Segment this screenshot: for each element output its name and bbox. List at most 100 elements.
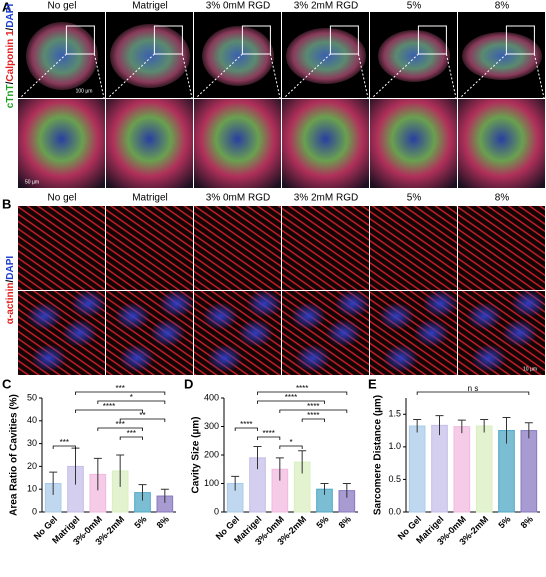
zoom-image: [282, 99, 369, 188]
error-bar: [160, 488, 169, 503]
zoom-box: [241, 25, 271, 55]
significance-label: ***: [127, 429, 136, 438]
x-tick-label: 5%: [496, 514, 512, 530]
tissue: [110, 24, 190, 88]
significance-label: *: [130, 393, 133, 402]
nucleus: [422, 289, 459, 318]
row-label-part: α-actinin: [5, 282, 16, 324]
significance-label: ***: [115, 384, 124, 393]
bar: [520, 430, 538, 513]
nucleus: [237, 319, 274, 347]
significance-bracket: [257, 400, 325, 404]
significance-bracket: [119, 436, 143, 440]
error-bar: [231, 475, 240, 491]
column-header: 3% 0mM RGD: [206, 193, 270, 204]
panel-label: A: [2, 0, 12, 14]
error-bar: [253, 445, 262, 470]
actinin-image: [194, 206, 281, 290]
significance-bracket: [97, 427, 143, 431]
significance-label: ****: [103, 402, 115, 411]
significance-label: ***: [60, 438, 69, 447]
actinin-image: [370, 206, 457, 290]
tissue: [462, 32, 542, 80]
row-label-part: /: [5, 81, 16, 84]
nucleus: [334, 289, 371, 318]
zoom-box: [153, 25, 183, 55]
y-tick-label: 50: [27, 392, 37, 402]
significance-bracket: [416, 391, 530, 395]
nucleus: [30, 344, 67, 373]
error-bar: [342, 483, 351, 498]
zoom-line: [283, 53, 331, 99]
panel-label: B: [2, 196, 11, 211]
x-tick-label: 8%: [519, 514, 535, 530]
error-bar: [435, 415, 444, 436]
y-tick-label: 1.0: [388, 441, 401, 451]
significance-label: **: [139, 411, 145, 420]
significance-label: *: [289, 438, 292, 447]
column-header: 8%: [495, 193, 510, 204]
column-header: Matrigel: [132, 1, 168, 12]
bar: [431, 424, 448, 513]
error-bar: [524, 422, 533, 439]
panel-label: C: [2, 376, 12, 391]
x-tick-label: 8%: [155, 514, 171, 530]
nucleus: [501, 319, 538, 347]
y-axis-label: Area Ratio of Cavities (%): [9, 394, 20, 516]
nucleus: [70, 289, 107, 318]
column-header: 5%: [407, 1, 422, 12]
significance-label: n s: [468, 384, 479, 393]
error-bar: [480, 418, 489, 433]
y-tick-label: 10: [27, 484, 37, 494]
row-label-part: /: [5, 27, 16, 30]
error-bar: [320, 483, 329, 495]
zoom-image: [18, 99, 105, 188]
row-label-part: DAPI: [5, 4, 16, 28]
nucleus: [114, 302, 151, 331]
x-tick-label: 8%: [337, 514, 353, 530]
x-tick-label: 5%: [314, 514, 330, 530]
significance-label: ****: [262, 429, 274, 438]
zoom-line: [357, 53, 369, 99]
zoom-line: [195, 53, 243, 99]
significance-bracket: [75, 391, 166, 395]
row-label-part: cTnT: [5, 84, 16, 108]
significance-bracket: [119, 418, 166, 422]
zoom-image: [370, 99, 457, 188]
tissue: [378, 30, 450, 82]
row-label-part: /: [5, 279, 16, 282]
actinin-image: [106, 206, 193, 290]
panel-label: E: [368, 376, 377, 391]
nucleus: [149, 319, 186, 347]
nucleus: [325, 319, 362, 347]
zoom-image: [106, 99, 193, 188]
error-bar: [275, 457, 284, 481]
zoom-box: [505, 25, 535, 55]
zoom-box: [65, 25, 95, 55]
error-bar: [138, 484, 147, 501]
column-header: 3% 2mM RGD: [294, 193, 358, 204]
bar: [475, 425, 493, 513]
panel-label: D: [184, 376, 193, 391]
nucleus: [290, 302, 327, 331]
error-bar: [298, 450, 307, 474]
nucleus: [470, 344, 507, 373]
error-bar: [457, 419, 466, 434]
nucleus: [206, 344, 243, 373]
zoom-line: [181, 53, 193, 99]
zoom-line: [19, 53, 67, 99]
significance-label: ****: [296, 384, 308, 393]
nucleus: [158, 289, 195, 318]
y-tick-label: 0: [214, 506, 219, 516]
scale-label: 100 µm: [76, 88, 93, 94]
nucleus: [246, 289, 283, 318]
row-label-part: Calponin 1: [5, 30, 16, 82]
error-bar: [413, 418, 422, 433]
y-tick-label: 40: [27, 415, 37, 425]
column-header: 3% 2mM RGD: [294, 1, 358, 12]
tissue: [26, 22, 98, 90]
significance-label: ****: [240, 420, 252, 429]
y-tick-label: 1.5: [388, 409, 401, 419]
